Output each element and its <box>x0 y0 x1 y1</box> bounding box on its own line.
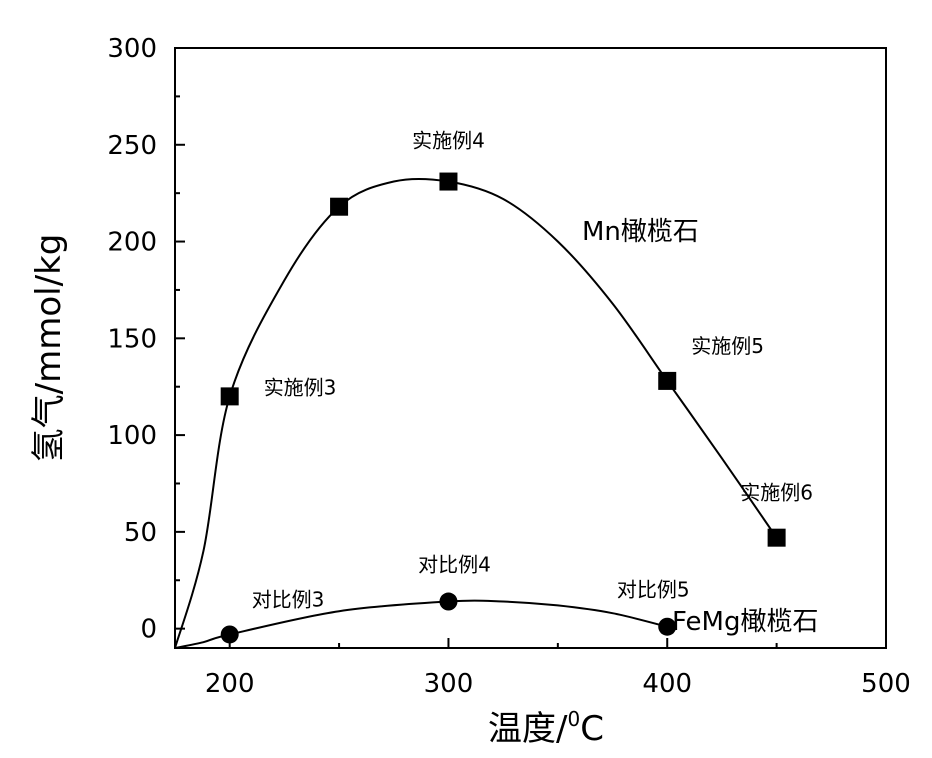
data-point-square <box>768 529 786 547</box>
point-label: 对比例3 <box>252 587 325 611</box>
x-tick-label: 400 <box>642 669 692 699</box>
point-label: 实施例6 <box>740 481 813 505</box>
series-curve-1 <box>175 601 667 648</box>
axis-ticks: 200 300 400 500 0 50 100 150 200 250 300 <box>107 34 910 699</box>
y-tick-label: 50 <box>124 518 157 548</box>
data-point-square <box>658 372 676 390</box>
x-axis-title-unit: C <box>580 709 604 749</box>
y-tick-label: 0 <box>140 615 157 645</box>
x-axis-title-text: 温度/ <box>488 709 568 749</box>
y-tick-label: 300 <box>107 34 157 64</box>
point-label: 实施例4 <box>412 129 485 153</box>
point-label: 对比例4 <box>418 553 491 577</box>
y-tick-label: 250 <box>107 131 157 161</box>
x-axis-title-sup: 0 <box>567 707 580 731</box>
x-axis-title: 温度/0C <box>488 707 604 749</box>
y-axis-title: 氢气/mmol/kg <box>29 234 69 463</box>
data-point-square <box>221 387 239 405</box>
data-point-circle <box>221 625 239 643</box>
series-label-femg: FeMg橄榄石 <box>672 607 818 637</box>
point-label: 实施例3 <box>264 375 337 399</box>
plot-frame <box>175 48 886 648</box>
data-point-square <box>439 173 457 191</box>
point-label: 实施例5 <box>691 334 764 358</box>
point-label: 对比例5 <box>617 578 690 602</box>
y-tick-label: 200 <box>107 228 157 258</box>
x-tick-label: 500 <box>861 669 911 699</box>
data-point-square <box>330 198 348 216</box>
y-tick-label: 100 <box>107 421 157 451</box>
y-tick-label: 150 <box>107 324 157 354</box>
series-label-mn: Mn橄榄石 <box>582 217 699 247</box>
x-tick-label: 200 <box>205 669 255 699</box>
x-tick-label: 300 <box>424 669 474 699</box>
data-point-circle <box>439 593 457 611</box>
series-markers <box>221 173 786 644</box>
